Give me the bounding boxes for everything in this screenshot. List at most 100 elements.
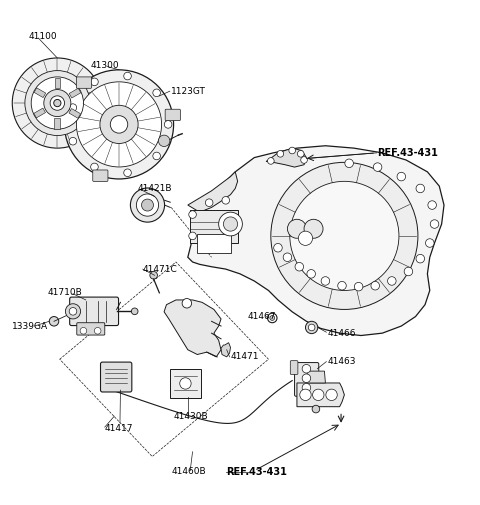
FancyBboxPatch shape <box>170 369 201 398</box>
Circle shape <box>142 199 154 211</box>
Text: 41463: 41463 <box>328 357 356 366</box>
Circle shape <box>277 150 284 157</box>
Circle shape <box>301 157 307 163</box>
Circle shape <box>326 389 337 400</box>
Circle shape <box>80 327 87 334</box>
Circle shape <box>65 304 81 319</box>
Text: 1123GT: 1123GT <box>171 87 206 95</box>
Circle shape <box>321 277 330 285</box>
Bar <box>34 108 46 118</box>
Circle shape <box>110 116 128 133</box>
FancyBboxPatch shape <box>70 297 119 326</box>
Circle shape <box>371 281 380 290</box>
FancyBboxPatch shape <box>77 323 105 335</box>
Circle shape <box>267 158 274 164</box>
Circle shape <box>180 378 191 389</box>
FancyBboxPatch shape <box>100 362 132 392</box>
FancyBboxPatch shape <box>295 363 319 396</box>
Circle shape <box>69 308 77 315</box>
Circle shape <box>404 267 413 276</box>
Polygon shape <box>306 371 325 383</box>
Circle shape <box>267 313 277 323</box>
Circle shape <box>416 184 424 193</box>
Circle shape <box>304 219 323 238</box>
Circle shape <box>338 281 346 290</box>
Bar <box>55 78 60 88</box>
Circle shape <box>222 196 229 204</box>
Circle shape <box>44 89 71 117</box>
Circle shape <box>288 219 306 238</box>
Text: 41300: 41300 <box>91 61 119 70</box>
Circle shape <box>312 389 324 400</box>
Circle shape <box>164 121 172 128</box>
Circle shape <box>76 82 162 167</box>
Text: 41471C: 41471C <box>143 265 178 274</box>
FancyBboxPatch shape <box>93 170 108 181</box>
Circle shape <box>430 220 439 228</box>
Circle shape <box>12 58 102 148</box>
Circle shape <box>387 277 396 285</box>
Circle shape <box>428 201 436 210</box>
Circle shape <box>69 104 77 112</box>
Circle shape <box>136 194 158 216</box>
Circle shape <box>95 327 101 334</box>
Circle shape <box>308 324 315 331</box>
Circle shape <box>299 231 312 245</box>
Text: 41460B: 41460B <box>171 467 206 476</box>
Circle shape <box>302 383 311 392</box>
Polygon shape <box>297 383 344 407</box>
Circle shape <box>290 181 399 290</box>
Circle shape <box>345 159 353 168</box>
Circle shape <box>271 162 418 310</box>
Text: 41710B: 41710B <box>48 288 83 297</box>
Text: 41417: 41417 <box>105 424 133 433</box>
Polygon shape <box>190 210 238 243</box>
Circle shape <box>189 211 196 218</box>
Circle shape <box>219 212 242 236</box>
FancyBboxPatch shape <box>76 77 92 88</box>
Polygon shape <box>188 172 238 212</box>
Circle shape <box>354 282 363 291</box>
Circle shape <box>223 217 238 231</box>
Circle shape <box>153 152 160 160</box>
Text: 41471: 41471 <box>230 352 259 362</box>
Circle shape <box>54 99 61 107</box>
Circle shape <box>158 135 170 146</box>
FancyBboxPatch shape <box>165 109 180 121</box>
Circle shape <box>189 232 196 240</box>
Circle shape <box>373 163 382 171</box>
Circle shape <box>124 169 132 177</box>
Circle shape <box>295 263 303 271</box>
Bar <box>55 118 60 129</box>
Circle shape <box>302 365 311 373</box>
Circle shape <box>307 270 315 278</box>
Circle shape <box>50 96 64 110</box>
Circle shape <box>69 137 77 145</box>
Circle shape <box>302 374 311 382</box>
Circle shape <box>283 253 292 262</box>
Circle shape <box>289 147 296 154</box>
Bar <box>197 233 230 252</box>
Text: 41100: 41100 <box>29 32 58 41</box>
Circle shape <box>31 77 84 129</box>
Circle shape <box>182 298 192 308</box>
Circle shape <box>131 188 165 222</box>
Circle shape <box>416 255 424 263</box>
Circle shape <box>205 199 213 207</box>
FancyBboxPatch shape <box>290 361 298 374</box>
Circle shape <box>132 308 138 315</box>
Circle shape <box>49 317 59 326</box>
Text: 41466: 41466 <box>328 329 356 338</box>
Circle shape <box>312 406 320 413</box>
Circle shape <box>91 163 98 171</box>
Text: 41430B: 41430B <box>174 412 208 421</box>
Bar <box>69 88 81 98</box>
Circle shape <box>124 72 132 80</box>
Circle shape <box>64 70 174 179</box>
Polygon shape <box>164 300 221 357</box>
Circle shape <box>270 316 275 320</box>
Circle shape <box>100 106 138 143</box>
Text: 41467: 41467 <box>247 312 276 321</box>
Text: REF.43-431: REF.43-431 <box>378 148 438 158</box>
Circle shape <box>425 239 434 247</box>
